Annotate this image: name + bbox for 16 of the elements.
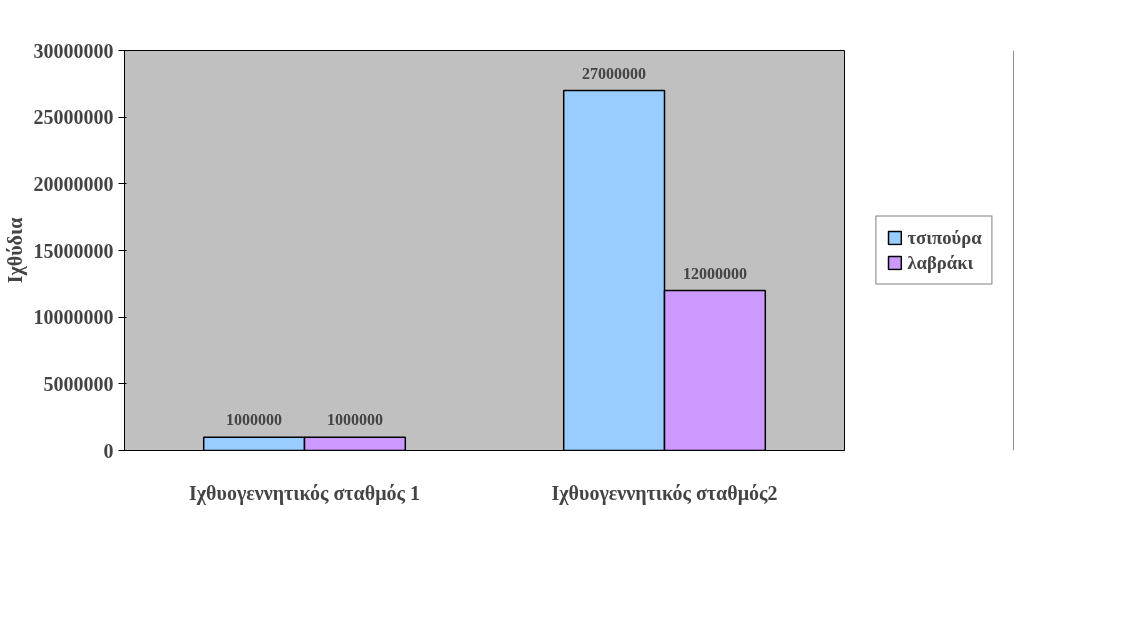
y-tick-label: 30000000 [33,39,114,62]
y-tick-label: 10000000 [33,306,114,329]
legend-label: τσιπούρα [907,226,982,249]
y-tick-label: 15000000 [33,239,114,262]
y-tick-label: 0 [103,439,114,462]
legend-label: λαβράκι [907,251,974,274]
data-label: 12000000 [682,264,747,282]
y-tick-label: 25000000 [33,106,114,129]
data-label: 1000000 [226,411,283,429]
y-axis-title: Ιχθύδια [3,217,27,284]
data-label: 1000000 [326,411,383,429]
data-label: 27000000 [582,64,647,82]
y-tick-label: 5000000 [43,372,114,395]
x-tick-label: Ιχθυογεννητικός σταθμός2 [551,481,778,505]
y-tick-label: 20000000 [33,172,114,195]
x-tick-label: Ιχθυογεννητικός σταθμός 1 [189,481,420,505]
